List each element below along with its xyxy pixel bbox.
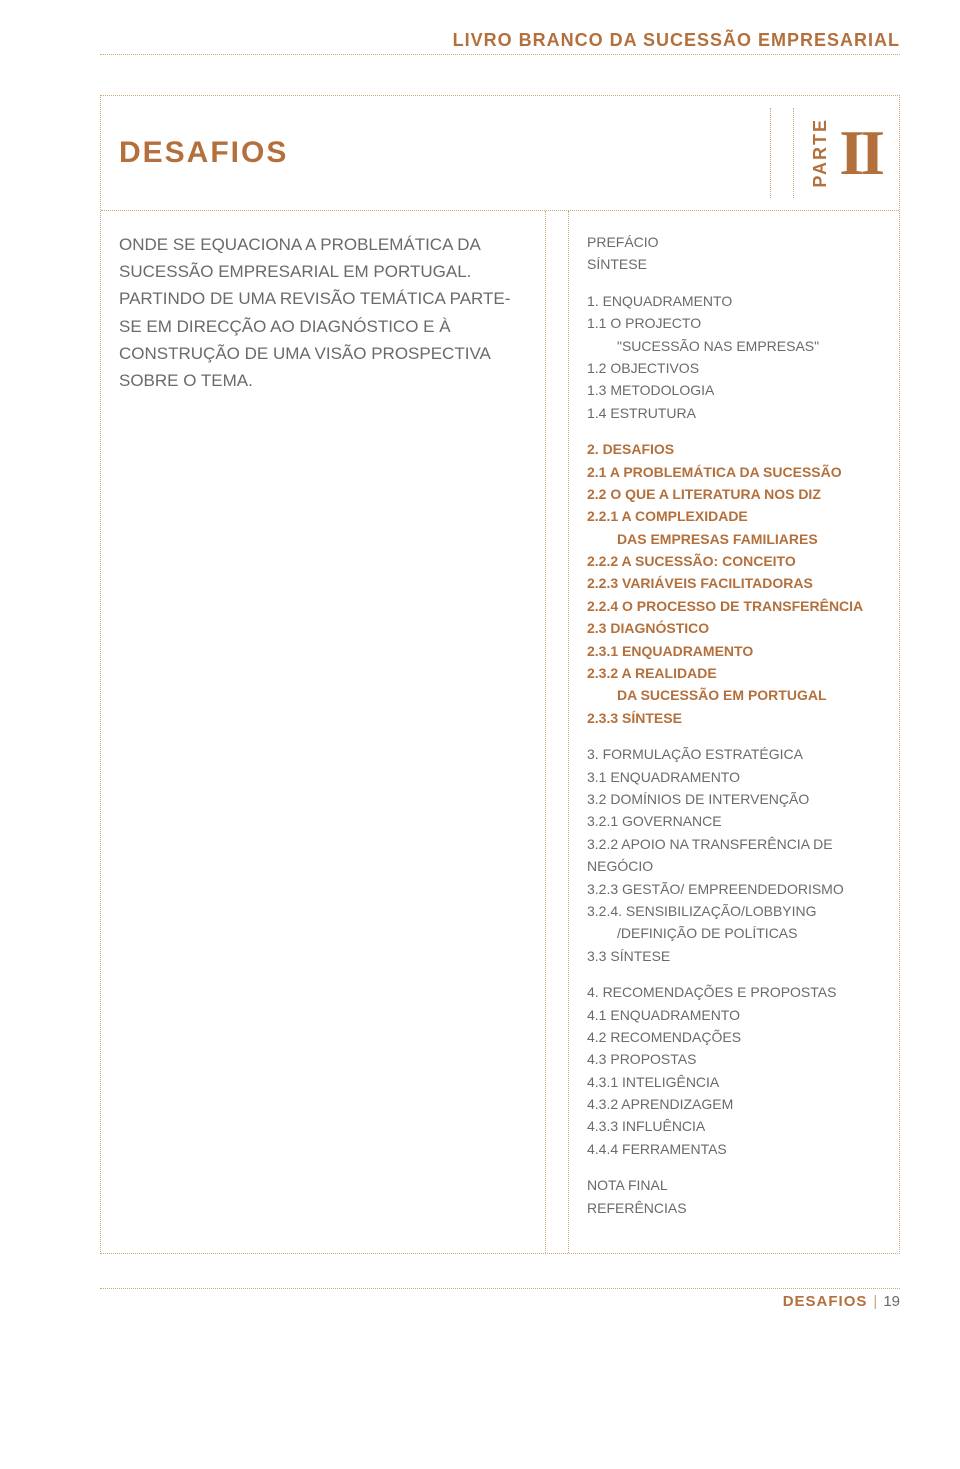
toc-2-1: 2.1 A PROBLEMÁTICA DA SUCESSÃO <box>587 461 881 483</box>
columns: ONDE SE EQUACIONA A PROBLEMÁTICA DA SUCE… <box>101 211 899 1253</box>
toc-2-2-2: 2.2.2 A SUCESSÃO: CONCEITO <box>587 550 881 572</box>
toc-1-3: 1.3 METODOLOGIA <box>587 379 881 401</box>
toc-3-2-2: 3.2.2 APOIO NA TRANSFERÊNCIA DE NEGÓCIO <box>587 833 881 878</box>
toc-2-2: 2.2 O QUE A LITERATURA NOS DIZ <box>587 483 881 505</box>
toc-2: 2. DESAFIOS <box>587 438 881 460</box>
toc-3-1: 3.1 ENQUADRAMENTO <box>587 766 881 788</box>
toc-4-1: 4.1 ENQUADRAMENTO <box>587 1004 881 1026</box>
parte-label: PARTE <box>810 118 831 188</box>
header-divider-2 <box>793 108 794 198</box>
toc-1-1-sub: "SUCESSÃO NAS EMPRESAS" <box>587 335 881 357</box>
toc-2-3-2-sub: DA SUCESSÃO EM PORTUGAL <box>587 684 881 706</box>
intro-para-2: PARTINDO DE UMA REVISÃO TEMÁTICA PARTE-S… <box>119 285 525 394</box>
toc-3-2-4-sub: /DEFINIÇÃO DE POLÍTICAS <box>587 922 881 944</box>
section-title: DESAFIOS <box>119 136 770 170</box>
toc-3-2-4: 3.2.4. SENSIBILIZAÇÃO/LOBBYING <box>587 900 881 922</box>
toc-3: 3. FORMULAÇÃO ESTRATÉGICA <box>587 743 881 765</box>
toc-1-2: 1.2 OBJECTIVOS <box>587 357 881 379</box>
toc-3-2: 3.2 DOMÍNIOS DE INTERVENÇÃO <box>587 788 881 810</box>
toc-4-3-1: 4.3.1 INTELIGÊNCIA <box>587 1071 881 1093</box>
toc-2-2-4: 2.2.4 O PROCESSO DE TRANSFERÊNCIA <box>587 595 881 617</box>
parte-badge: PARTE II <box>810 118 881 188</box>
toc-group-3: 3. FORMULAÇÃO ESTRATÉGICA 3.1 ENQUADRAME… <box>587 743 881 967</box>
footer-rule <box>100 1288 900 1289</box>
toc-group-1: 1. ENQUADRAMENTO 1.1 O PROJECTO "SUCESSÃ… <box>587 290 881 424</box>
running-head: LIVRO BRANCO DA SUCESSÃO EMPRESARIAL <box>100 30 900 51</box>
toc-4-2: 4.2 RECOMENDAÇÕES <box>587 1026 881 1048</box>
toc-preface-group: PREFÁCIO SÍNTESE <box>587 231 881 276</box>
footer-section-label: DESAFIOS <box>783 1293 868 1310</box>
footer-page-number: 19 <box>883 1293 900 1310</box>
toc-2-2-3: 2.2.3 VARIÁVEIS FACILITADORAS <box>587 572 881 594</box>
toc-3-3: 3.3 SÍNTESE <box>587 945 881 967</box>
toc-4-3-2: 4.3.2 APRENDIZAGEM <box>587 1093 881 1115</box>
toc-4: 4. RECOMENDAÇÕES E PROPOSTAS <box>587 981 881 1003</box>
intro-para-1: ONDE SE EQUACIONA A PROBLEMÁTICA DA SUCE… <box>119 231 525 285</box>
toc-4-3-3: 4.3.3 INFLUÊNCIA <box>587 1115 881 1137</box>
toc-2-3-3: 2.3.3 SÍNTESE <box>587 707 881 729</box>
column-gutter <box>546 211 568 1253</box>
toc-1: 1. ENQUADRAMENTO <box>587 290 881 312</box>
page: LIVRO BRANCO DA SUCESSÃO EMPRESARIAL DES… <box>0 0 960 1330</box>
toc-nota-final: NOTA FINAL <box>587 1174 881 1196</box>
section-header-row: DESAFIOS PARTE II <box>101 96 899 211</box>
toc-sintese: SÍNTESE <box>587 253 881 275</box>
header-divider-1 <box>770 108 771 198</box>
header-rule <box>100 54 900 55</box>
toc-2-2-1: 2.2.1 A COMPLEXIDADE <box>587 505 881 527</box>
footer-separator: | <box>873 1293 877 1310</box>
intro-column: ONDE SE EQUACIONA A PROBLEMÁTICA DA SUCE… <box>101 211 545 1253</box>
parte-roman: II <box>839 127 881 178</box>
toc-column: PREFÁCIO SÍNTESE 1. ENQUADRAMENTO 1.1 O … <box>569 211 899 1253</box>
toc-2-3-1: 2.3.1 ENQUADRAMENTO <box>587 640 881 662</box>
toc-2-2-1-sub: DAS EMPRESAS FAMILIARES <box>587 528 881 550</box>
toc-group-2: 2. DESAFIOS 2.1 A PROBLEMÁTICA DA SUCESS… <box>587 438 881 729</box>
toc-group-4: 4. RECOMENDAÇÕES E PROPOSTAS 4.1 ENQUADR… <box>587 981 881 1160</box>
toc-2-3-2: 2.3.2 A REALIDADE <box>587 662 881 684</box>
footer: DESAFIOS | 19 <box>100 1288 900 1310</box>
toc-1-1: 1.1 O PROJECTO <box>587 312 881 334</box>
toc-prefacio: PREFÁCIO <box>587 231 881 253</box>
toc-referencias: REFERÊNCIAS <box>587 1197 881 1219</box>
content-frame: DESAFIOS PARTE II ONDE SE EQUACIONA A PR… <box>100 95 900 1254</box>
toc-4-3: 4.3 PROPOSTAS <box>587 1048 881 1070</box>
toc-3-2-1: 3.2.1 GOVERNANCE <box>587 810 881 832</box>
toc-final-group: NOTA FINAL REFERÊNCIAS <box>587 1174 881 1219</box>
toc-4-4-4: 4.4.4 FERRAMENTAS <box>587 1138 881 1160</box>
toc-1-4: 1.4 ESTRUTURA <box>587 402 881 424</box>
toc-3-2-3: 3.2.3 GESTÃO/ EMPREENDEDORISMO <box>587 878 881 900</box>
toc-2-3: 2.3 DIAGNÓSTICO <box>587 617 881 639</box>
